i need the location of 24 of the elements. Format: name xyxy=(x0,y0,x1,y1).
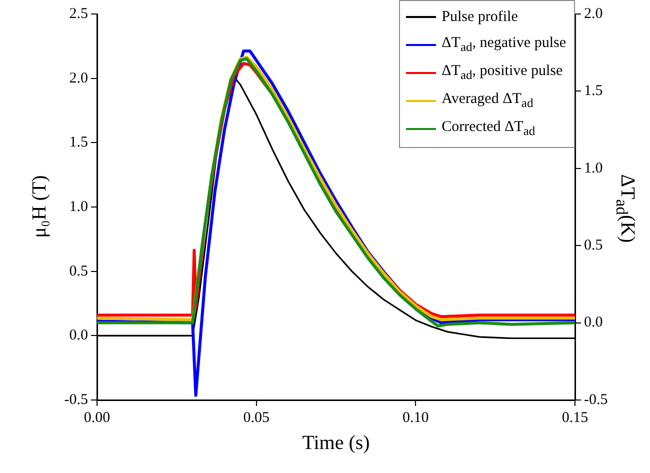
legend-label: Corrected ΔT$_{ad}$ xyxy=(442,119,536,139)
y-tick-label: 0.5 xyxy=(69,263,88,280)
x-axis-title: Time (s) xyxy=(301,432,371,455)
legend-label: ΔT$_{ad}$, positive pulse xyxy=(442,63,563,83)
y-tick-label: 1.0 xyxy=(69,198,88,215)
x-tick-label: 0.00 xyxy=(84,410,110,426)
y-tick-label: 2.0 xyxy=(69,70,88,86)
legend-label: Pulse profile xyxy=(442,8,518,26)
legend-label: Averaged ΔT$_{ad}$ xyxy=(442,91,534,111)
y-axis-title: μ₀H (T) xyxy=(28,174,52,240)
x-tick-label: 0.05 xyxy=(243,410,270,426)
y-tick-label: -0.5 xyxy=(64,392,88,408)
y-tick-label: 0.0 xyxy=(69,328,88,344)
x-tick-label: 0.15 xyxy=(562,410,588,426)
y2-tick-label: 0.0 xyxy=(584,314,603,331)
y-tick-label: 1.5 xyxy=(69,134,88,151)
y-tick-label: 2.5 xyxy=(69,6,88,22)
legend-label: ΔT$_{ad}$, negative pulse xyxy=(442,35,566,55)
x-tick-label: 0.10 xyxy=(402,410,429,426)
y2-tick-label: 1.5 xyxy=(584,83,603,100)
y2-tick-label: 0.5 xyxy=(584,238,603,254)
y2-tick-label: -0.5 xyxy=(584,392,608,408)
y2-tick-label: 1.0 xyxy=(584,160,603,176)
y2-tick-label: 2.0 xyxy=(584,6,603,22)
